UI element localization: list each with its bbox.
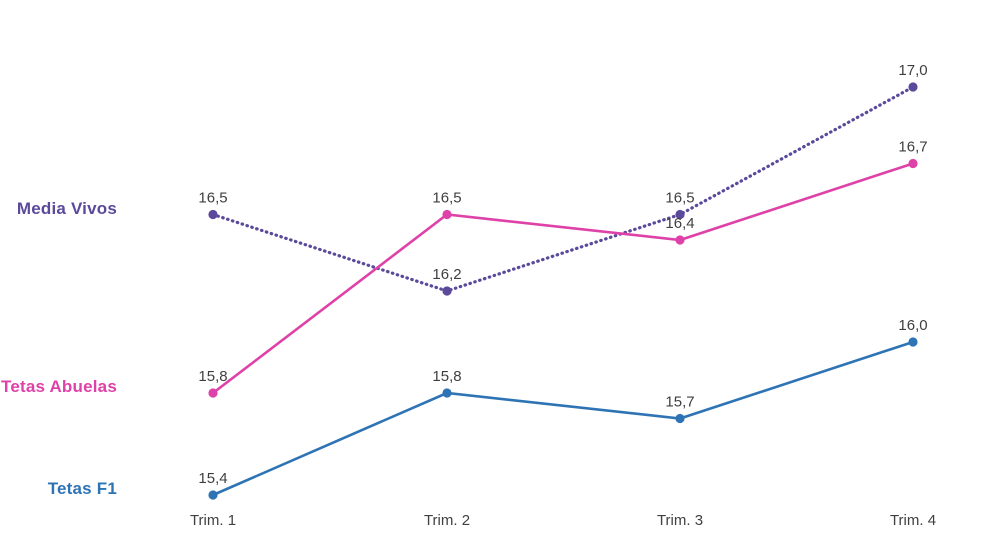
data-point-media-vivos-3 bbox=[675, 209, 685, 220]
data-label-tetas-f1-4: 16,0 bbox=[898, 317, 927, 334]
x-axis-label-trim-2: Trim. 2 bbox=[424, 512, 470, 529]
data-point-tetas-f1-2 bbox=[442, 388, 452, 398]
x-axis-label-trim-1: Trim. 1 bbox=[190, 512, 236, 529]
data-point-tetas-f1-3 bbox=[675, 413, 685, 424]
series-label-tetas-abuelas: Tetas Abuelas bbox=[1, 377, 117, 396]
data-point-tetas-abuelas-3 bbox=[675, 235, 685, 245]
data-label-tetas-f1-1: 15,4 bbox=[198, 470, 227, 487]
x-axis-label-trim-4: Trim. 4 bbox=[890, 512, 936, 529]
series-label-media-vivos: Media Vivos bbox=[16, 198, 117, 218]
series-line-tetas-abuelas bbox=[212, 162, 914, 395]
data-point-tetas-f1-1 bbox=[208, 490, 218, 500]
data-point-tetas-abuelas-4 bbox=[908, 158, 918, 169]
data-label-media-vivos-1: 16,5 bbox=[198, 190, 227, 207]
data-label-media-vivos-2: 16,2 bbox=[432, 266, 461, 283]
data-label-tetas-abuelas-3: 16,4 bbox=[665, 215, 694, 232]
data-point-media-vivos-1 bbox=[208, 209, 218, 220]
data-label-tetas-f1-2: 15,8 bbox=[432, 368, 461, 385]
data-label-media-vivos-4: 17,0 bbox=[898, 62, 927, 79]
data-label-media-vivos-3: 16,5 bbox=[665, 190, 694, 207]
data-point-media-vivos-2 bbox=[442, 286, 452, 296]
data-point-tetas-f1-4 bbox=[908, 337, 918, 347]
x-axis-label-trim-3: Trim. 3 bbox=[657, 512, 703, 529]
series-line-tetas-f1 bbox=[212, 340, 914, 497]
data-label-tetas-abuelas-4: 16,7 bbox=[898, 139, 927, 156]
data-point-media-vivos-4 bbox=[908, 82, 918, 92]
data-label-tetas-abuelas-1: 15,8 bbox=[198, 368, 227, 385]
series-line-media-vivos bbox=[211, 85, 915, 293]
data-label-tetas-abuelas-2: 16,5 bbox=[432, 190, 461, 207]
data-point-tetas-abuelas-1 bbox=[208, 388, 218, 398]
series-label-tetas-f1: Tetas F1 bbox=[47, 479, 117, 498]
data-label-tetas-f1-3: 15,7 bbox=[665, 394, 694, 411]
data-point-tetas-abuelas-2 bbox=[442, 209, 452, 220]
